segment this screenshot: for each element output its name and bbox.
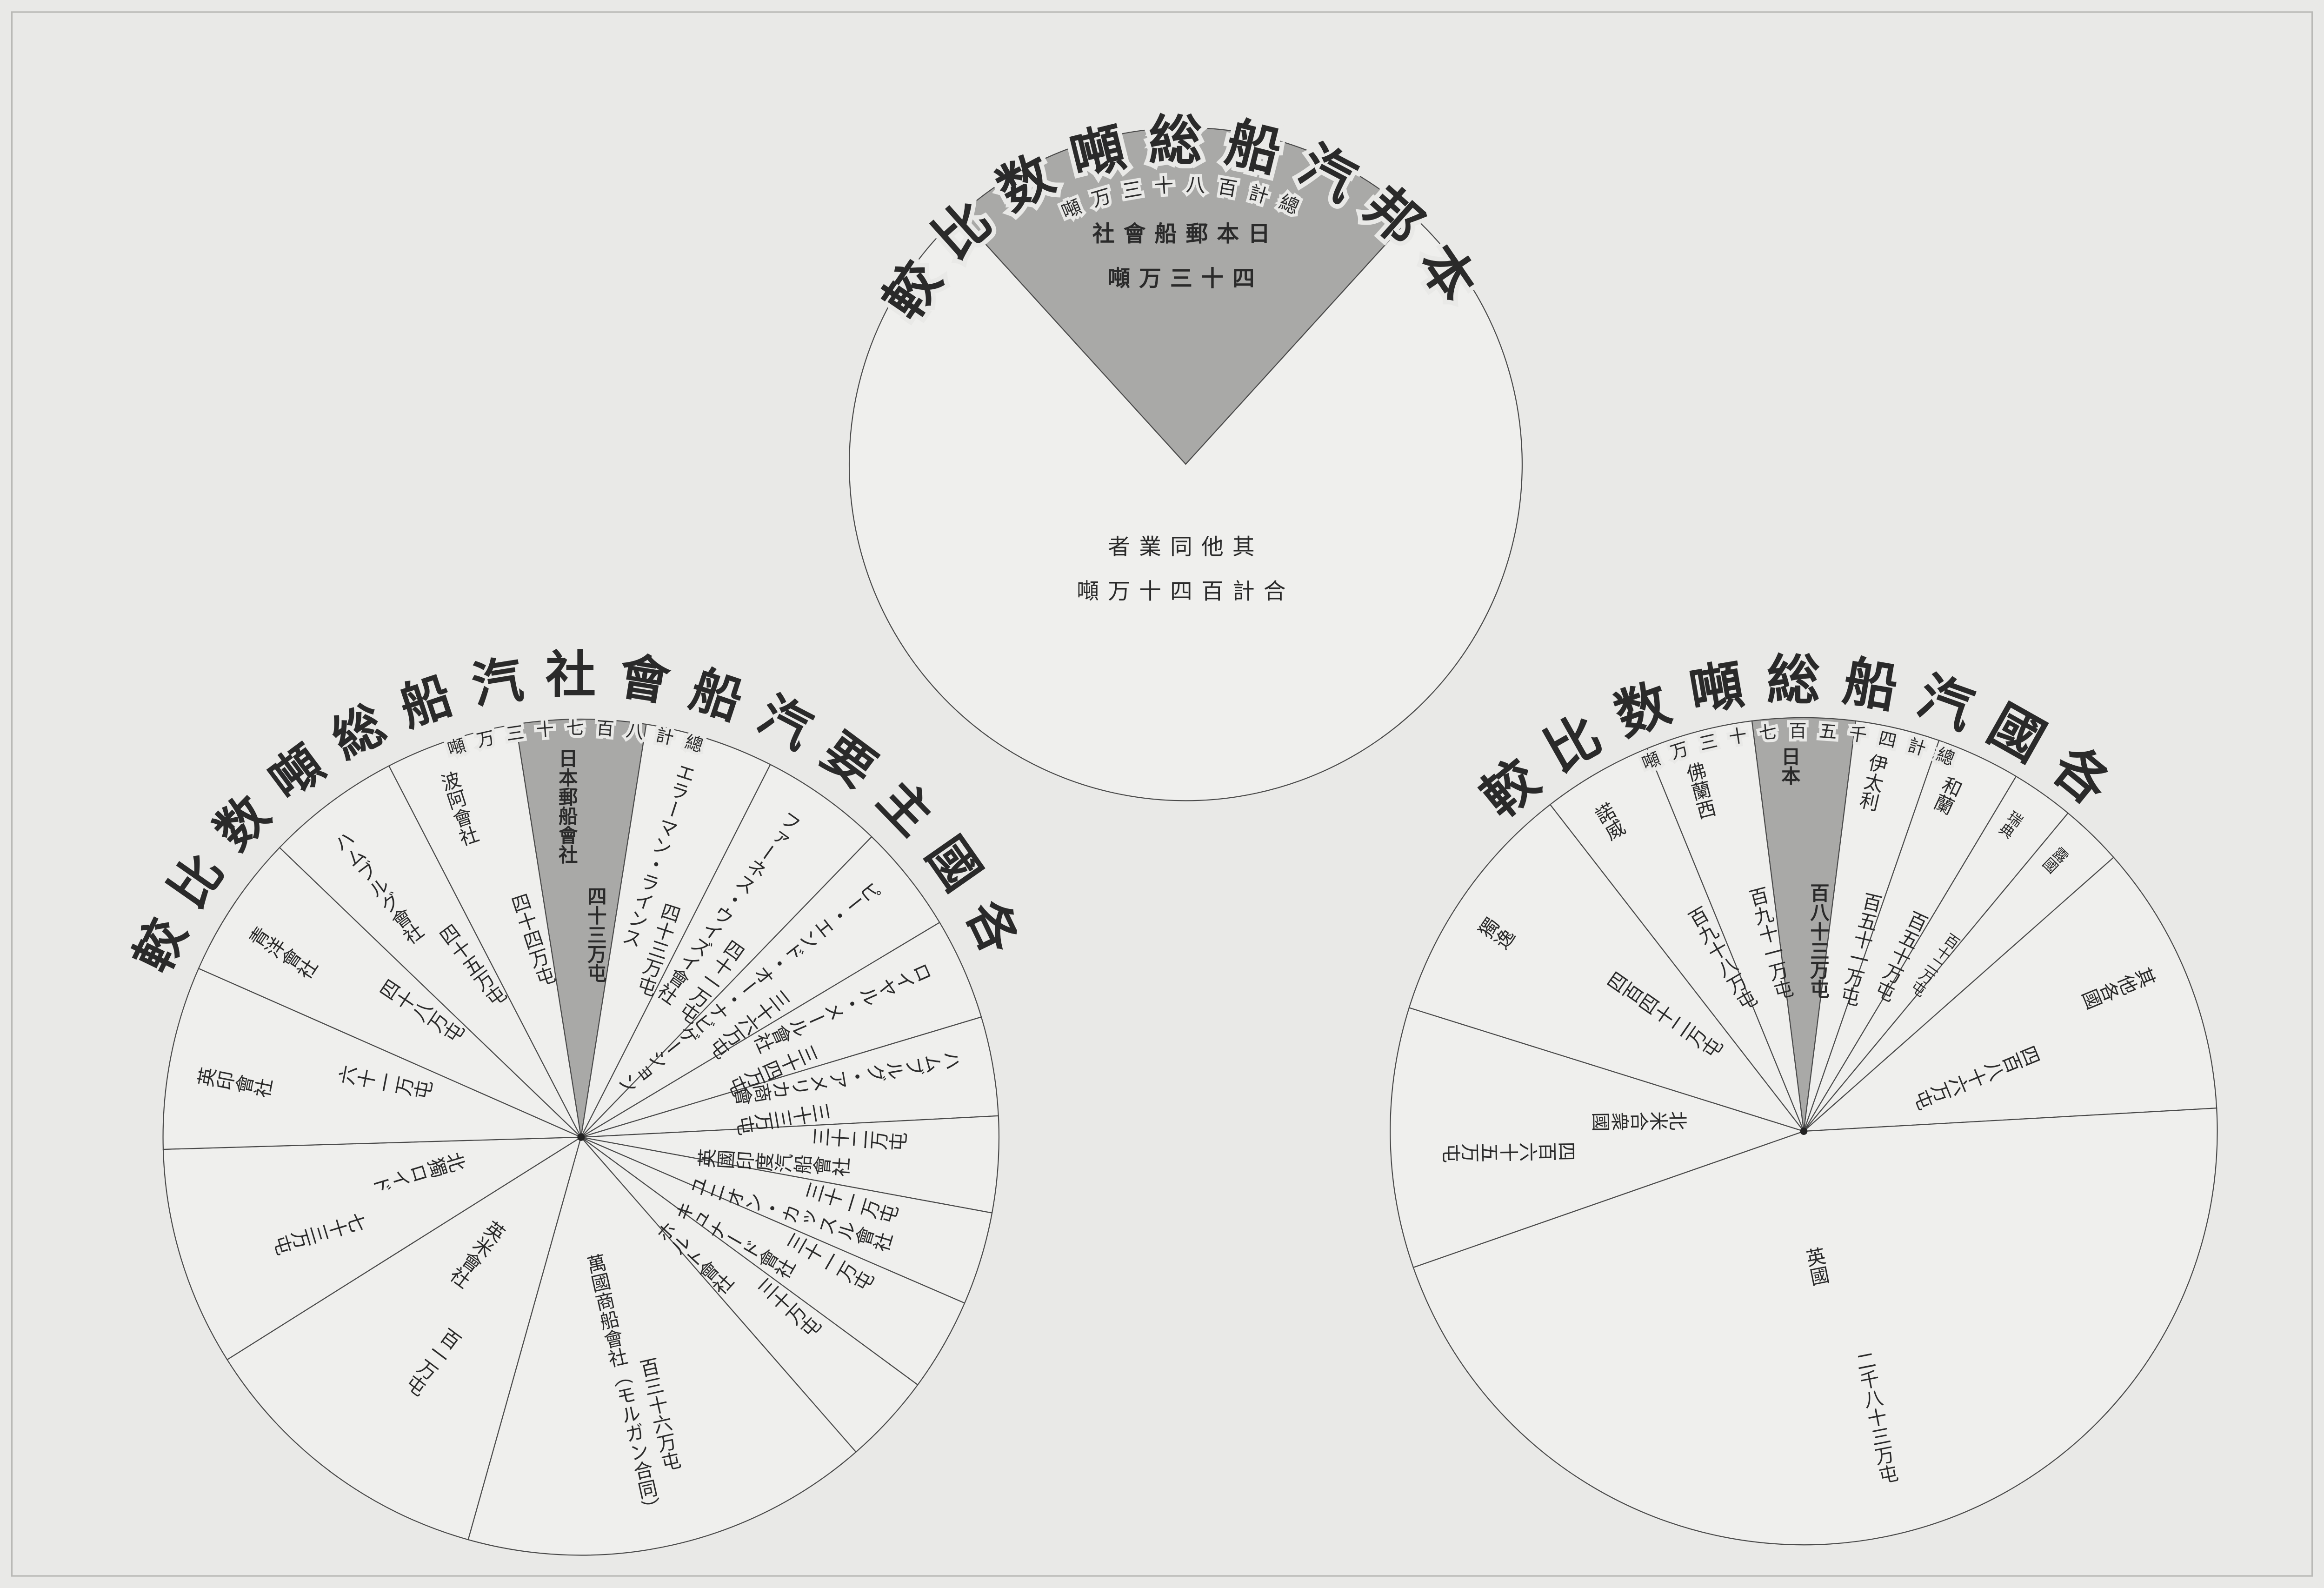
pie: [848, 127, 1523, 801]
pie-slice: [1751, 717, 1857, 1132]
pie-slice: [1646, 720, 1805, 1132]
pie: [162, 718, 1000, 1556]
pie-slice: [279, 765, 582, 1138]
pie-slice: [959, 127, 1413, 465]
slice-label: 其他同業者: [1108, 534, 1264, 560]
pie-slice: [162, 1136, 583, 1361]
pie-slice: [848, 214, 1523, 801]
pie-slice: [1390, 1007, 1805, 1268]
pie-slice: [580, 921, 982, 1138]
pie-slice: [198, 847, 582, 1138]
pie-slice: [1408, 804, 1805, 1133]
slice-label: 北米合衆國: [1592, 1108, 1688, 1131]
pie: [1390, 717, 2218, 1546]
value-label: 四百六十五万屯: [1442, 1138, 1577, 1163]
pie-slice: [388, 723, 582, 1138]
pie-slice: [1549, 747, 1805, 1132]
pie-slice: [581, 1115, 1000, 1214]
pie-slice: [515, 718, 647, 1137]
frame: [11, 11, 2313, 1577]
pie-slice: [580, 1136, 993, 1304]
pie-slice: [580, 1136, 966, 1386]
pie-slice: [226, 1136, 582, 1541]
value-label: 百八十三万屯: [1807, 883, 1830, 999]
pie-slice: [1802, 856, 2217, 1132]
slice-label: 日本郵船會社: [555, 748, 578, 864]
pie-slice: [580, 764, 872, 1138]
pie-center: [1800, 1128, 1808, 1135]
pie-slice: [467, 1136, 857, 1556]
pie-slice: [162, 967, 581, 1150]
pie-slice: [580, 723, 771, 1138]
slice-label: 日本: [1778, 747, 1801, 785]
pie-slice: [1412, 1108, 2218, 1546]
value-label: 合計百四十万噸: [1077, 579, 1294, 605]
slice-label: 日本郵船會社: [1092, 221, 1279, 247]
value-label: 四十三万噸: [1108, 266, 1264, 292]
pie-slice: [580, 1016, 999, 1138]
value-label: 四十三万屯: [584, 887, 607, 983]
pie-slice: [580, 836, 940, 1138]
pie-center: [577, 1133, 585, 1141]
